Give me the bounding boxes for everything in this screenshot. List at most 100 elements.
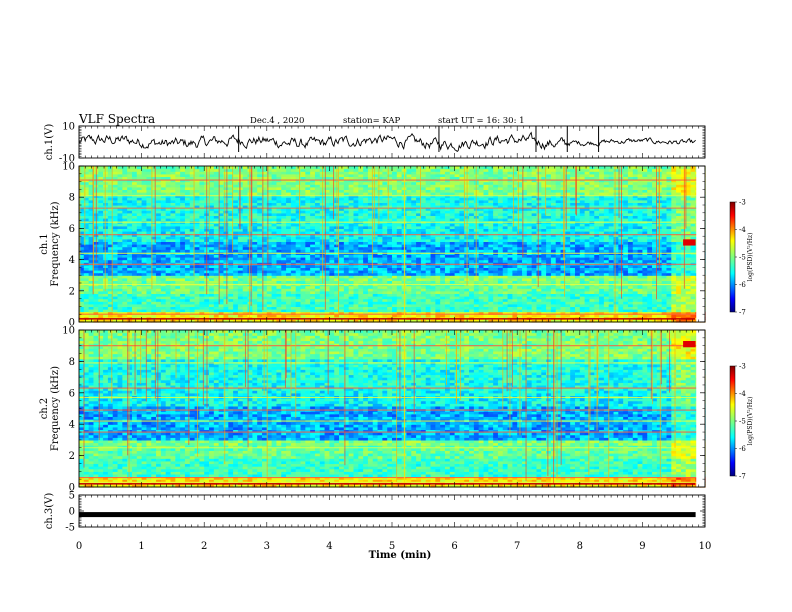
spectrogram-cell bbox=[570, 257, 576, 261]
spectrogram-cell bbox=[440, 267, 446, 271]
spectrogram-cell bbox=[584, 257, 591, 261]
spectrogram-cell bbox=[151, 288, 157, 292]
spectrogram-cell bbox=[425, 306, 432, 310]
spectrogram-cell bbox=[83, 280, 90, 284]
spectrogram-cell bbox=[257, 314, 263, 318]
spectrogram-cell bbox=[276, 259, 282, 263]
spectrogram-cell bbox=[430, 259, 436, 263]
spectrogram-cell bbox=[522, 270, 528, 274]
spectrogram-cell bbox=[218, 314, 225, 318]
spectrogram-cell bbox=[444, 303, 451, 307]
spectrogram-cell bbox=[502, 264, 509, 268]
spectrogram-cell bbox=[637, 301, 643, 305]
spectrogram-cell bbox=[579, 296, 586, 300]
spectrogram-cell bbox=[483, 267, 489, 271]
spectrogram-cell bbox=[454, 277, 461, 281]
spectrogram-cell bbox=[314, 309, 321, 313]
spectrogram-cell bbox=[372, 309, 379, 313]
spectrogram-cell bbox=[300, 259, 306, 263]
spectrogram-cell bbox=[290, 290, 297, 294]
spectrogram-cell bbox=[266, 259, 273, 263]
spectrogram-cell bbox=[131, 275, 138, 279]
spectrogram-cell bbox=[512, 296, 518, 300]
spectrogram-cell bbox=[339, 259, 345, 263]
spectrogram-cell bbox=[252, 298, 258, 302]
spectrogram-cell bbox=[223, 303, 229, 307]
spectrogram-cell bbox=[661, 290, 668, 294]
spectrogram-cell bbox=[199, 270, 205, 274]
spectrogram-cell bbox=[584, 272, 591, 276]
spectrogram-cell bbox=[136, 319, 143, 323]
spectrogram-cell bbox=[488, 298, 494, 302]
spectrogram-cell bbox=[613, 264, 619, 268]
spectrogram-cell bbox=[637, 285, 643, 289]
spectrogram-cell bbox=[266, 257, 273, 261]
spectrogram-cell bbox=[122, 306, 128, 310]
spectrogram-cell bbox=[430, 314, 436, 318]
spectrogram-cell bbox=[127, 257, 133, 261]
spectrogram-cell bbox=[175, 267, 181, 271]
spectrogram-cell bbox=[608, 285, 615, 289]
spectrogram-cell bbox=[242, 290, 249, 294]
spectrogram-cell bbox=[117, 288, 123, 292]
spectrogram-cell bbox=[382, 267, 388, 271]
spectrogram-cell bbox=[594, 298, 600, 302]
spectrogram-cell bbox=[295, 298, 302, 302]
spectrogram-cell bbox=[488, 306, 494, 310]
spectrogram-cell bbox=[584, 296, 591, 300]
spectrogram-cell bbox=[531, 311, 538, 315]
spectrogram-cell bbox=[93, 306, 99, 310]
spectrogram-cell bbox=[449, 293, 456, 297]
spectrogram-cell bbox=[444, 267, 451, 271]
spectrogram-cell bbox=[271, 275, 278, 279]
spectrogram-cell bbox=[666, 319, 672, 323]
spectrogram-cell bbox=[449, 288, 456, 292]
spectrogram-cell bbox=[406, 259, 412, 263]
spectrogram-cell bbox=[107, 298, 114, 302]
spectrogram-cell bbox=[680, 306, 687, 310]
spectrogram-cell bbox=[488, 272, 494, 276]
spectrogram-cell bbox=[464, 296, 470, 300]
spectrogram-cell bbox=[247, 298, 253, 302]
spectrogram-cell bbox=[165, 306, 172, 310]
spectrogram-cell bbox=[656, 306, 663, 310]
spectrogram-cell bbox=[165, 277, 172, 281]
spectrogram-cell bbox=[88, 257, 95, 261]
spectrogram-cell bbox=[685, 259, 692, 263]
spectrogram-cell bbox=[358, 280, 364, 284]
spectrogram-cell bbox=[305, 275, 311, 279]
spectrogram-cell bbox=[319, 309, 326, 313]
spectrogram-cell bbox=[449, 272, 456, 276]
spectrogram-cell bbox=[382, 270, 388, 274]
spectrogram-cell bbox=[493, 319, 499, 323]
spectrogram-cell bbox=[199, 311, 205, 315]
spectrogram-cell bbox=[290, 311, 297, 315]
spectrogram-cell bbox=[310, 264, 316, 268]
spectrogram-cell bbox=[242, 293, 249, 297]
spectrogram-cell bbox=[387, 306, 393, 310]
spectrogram-cell bbox=[488, 277, 494, 281]
spectrogram-cell bbox=[392, 257, 398, 261]
spectrogram-cell bbox=[290, 272, 297, 276]
spectrogram-cell bbox=[387, 319, 393, 323]
spectrogram-cell bbox=[425, 290, 432, 294]
spectrogram-cell bbox=[98, 288, 104, 292]
spectrogram-cell bbox=[117, 259, 123, 263]
spectrogram-cell bbox=[589, 270, 595, 274]
spectrogram-cell bbox=[189, 275, 196, 279]
spectrogram-cell bbox=[141, 319, 148, 323]
spectrogram-cell bbox=[685, 293, 692, 297]
spectrogram-cell bbox=[440, 257, 446, 261]
spectrogram-cell bbox=[656, 275, 663, 279]
spectrogram-cell bbox=[642, 275, 648, 279]
spectrogram-cell bbox=[652, 303, 658, 307]
spectrogram-cell bbox=[411, 296, 417, 300]
spectrogram-cell bbox=[603, 272, 610, 276]
spectrogram-cell bbox=[377, 259, 383, 263]
spectrogram-cell bbox=[599, 277, 605, 281]
spectrogram-cell bbox=[305, 311, 311, 315]
spectrogram-cell bbox=[339, 296, 345, 300]
spectrogram-cell bbox=[685, 264, 692, 268]
spectrogram-cell bbox=[574, 319, 581, 323]
